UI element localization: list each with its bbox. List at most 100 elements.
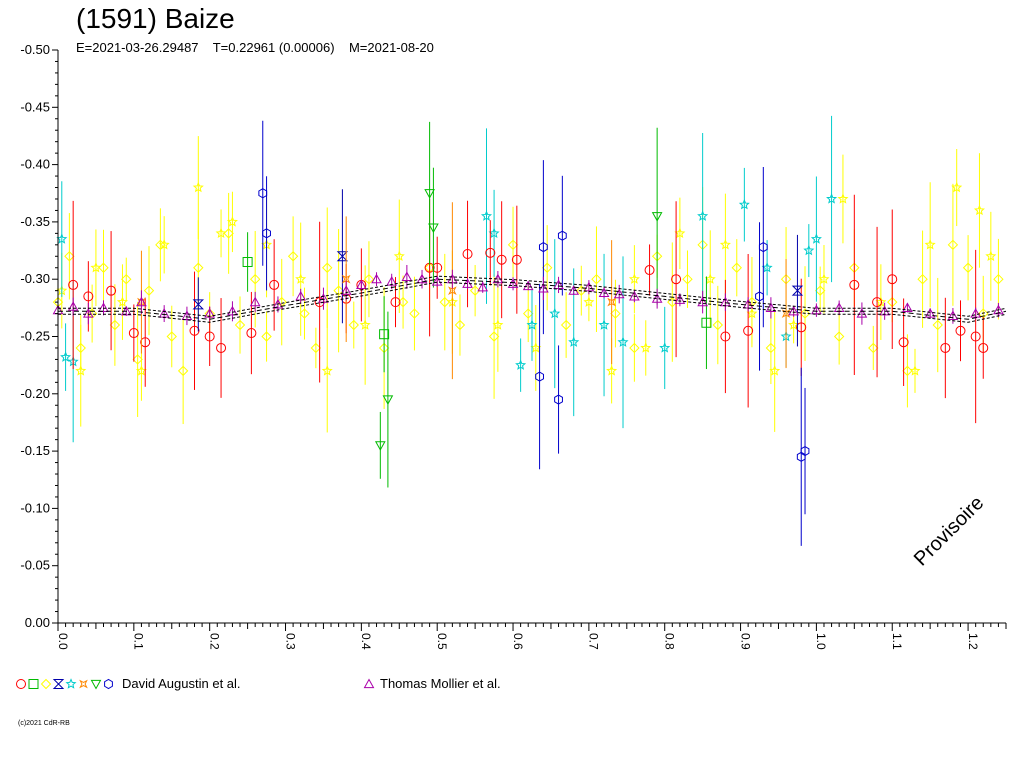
data-point-triangle-9 <box>371 273 382 284</box>
data-point-diamond-2 <box>409 308 420 319</box>
data-point-square-1 <box>242 257 253 268</box>
data-point-diamond-2 <box>962 262 974 273</box>
data-point-hexagon-8 <box>557 230 567 241</box>
data-point-circle-0 <box>485 247 496 258</box>
fit-line <box>58 278 1007 320</box>
data-point-circle-0 <box>496 254 507 265</box>
data-point-star-5 <box>135 365 147 376</box>
data-point-circle-0 <box>83 291 94 302</box>
data-point-star-5 <box>530 342 542 353</box>
x-tick-label: 0.2 <box>208 633 222 650</box>
data-point-diamond-2 <box>682 273 693 285</box>
data-point-triangle-9 <box>697 296 708 307</box>
data-point-diamond-2 <box>610 308 621 319</box>
data-point-star-4 <box>761 261 773 273</box>
data-point-circle-0 <box>462 248 473 259</box>
data-point-star-5 <box>75 365 87 376</box>
data-point-diamond-2 <box>712 319 724 331</box>
legend-symbols <box>16 677 113 690</box>
data-point-diamond-2 <box>299 308 310 319</box>
y-tick-label: -0.15 <box>20 443 50 458</box>
data-point-triangle-9 <box>431 275 443 286</box>
data-point-circle-0 <box>204 331 215 342</box>
data-point-star-5 <box>951 181 963 193</box>
data-point-circle-0 <box>940 342 951 353</box>
data-point-cross-6 <box>607 297 616 307</box>
data-point-diamond-2 <box>947 239 959 251</box>
data-point-circle-0 <box>720 331 731 342</box>
data-point-star-5 <box>583 296 595 307</box>
data-point-diamond-2 <box>121 273 132 285</box>
data-point-star-4 <box>526 319 538 330</box>
data-point-diamond-2 <box>333 285 344 296</box>
data-point-circle-0 <box>216 342 227 353</box>
chart-subtitle: E=2021-03-26.29487 T=0.22961 (0.00006) M… <box>76 40 434 55</box>
data-point-hexagon-8 <box>262 228 271 239</box>
data-point-diamond-2 <box>193 262 204 273</box>
data-point-hourglass-3 <box>336 251 349 262</box>
data-point-star-5 <box>788 319 800 330</box>
data-point-diamond-2 <box>363 273 375 285</box>
data-point-diamond-2 <box>261 331 272 342</box>
data-point-triangle-9 <box>674 294 686 304</box>
data-point-star-5 <box>359 319 371 330</box>
data-point-star-4 <box>810 233 822 244</box>
data-point-star-5 <box>973 204 985 216</box>
data-point-star-5 <box>116 296 128 307</box>
fit-line <box>58 281 1007 323</box>
data-point-star-5 <box>769 365 781 376</box>
x-tick-label: 0.1 <box>132 633 146 650</box>
data-point-square-1 <box>701 317 712 328</box>
legend-hourglass-icon <box>52 678 65 689</box>
data-point-diamond-2 <box>132 354 143 365</box>
x-tick-label: 0.7 <box>587 633 601 650</box>
data-point-hexagon-8 <box>535 371 544 382</box>
data-point-circle-0 <box>106 285 117 296</box>
data-point-triangle-9 <box>295 290 307 301</box>
x-tick-label: 1.1 <box>890 633 904 650</box>
data-point-diamond-2 <box>591 273 602 285</box>
data-point-star-4 <box>697 210 709 221</box>
y-tick-label: -0.50 <box>20 42 50 57</box>
data-point-diamond-2 <box>833 331 845 342</box>
data-point-triangle-9 <box>477 281 489 292</box>
x-tick-label: 0.9 <box>738 633 752 650</box>
data-point-triangle-9 <box>856 308 868 318</box>
axes: 0.00 -0.05 -0.10 -0.15 -0.20 -0.25 -0.30 -0.35 -… <box>20 42 1007 650</box>
data-point-star-5 <box>215 227 227 239</box>
data-point-triangle-9 <box>507 278 519 288</box>
data-point-star-5 <box>719 239 731 250</box>
data-point-triangle-9 <box>447 273 458 284</box>
data-point-triangle-9 <box>811 304 822 315</box>
data-point-hourglass-3 <box>791 285 804 296</box>
data-point-circle-0 <box>269 279 280 290</box>
data-point-star-5 <box>924 239 936 250</box>
x-tick-label: 1.2 <box>966 633 980 650</box>
legend-triangle-down-icon <box>90 679 102 690</box>
data-point-star-4 <box>56 233 68 244</box>
data-point-diamond-2 <box>249 273 261 285</box>
data-point-star-5 <box>746 307 758 319</box>
legend-diamond-icon <box>40 678 52 689</box>
x-tick-label: 0.4 <box>359 633 373 650</box>
data-point-star-5 <box>295 273 307 284</box>
data-point-star-4 <box>60 351 72 362</box>
data-point-triangle-9 <box>227 305 238 316</box>
data-point-diamond-2 <box>541 262 553 273</box>
data-point-circle-0 <box>796 322 807 333</box>
data-point-diamond-2 <box>993 273 1004 285</box>
data-point-star-4 <box>738 198 750 210</box>
x-tick-label: 0.6 <box>511 633 525 650</box>
data-point-star-4 <box>488 227 500 239</box>
data-point-diamond-2 <box>523 308 534 319</box>
data-point-triangle-9 <box>67 301 79 311</box>
y-tick-label: -0.20 <box>20 386 50 401</box>
data-point-diamond-2 <box>143 285 155 296</box>
data-point-circle-0 <box>887 274 898 285</box>
data-point-cross-6 <box>448 286 457 295</box>
data-point-diamond-2 <box>507 239 519 251</box>
data-point-triangle-9 <box>249 296 261 307</box>
legend-thomas-mollier: Thomas Mollier et al. <box>362 675 501 692</box>
data-point-circle-0 <box>246 328 257 339</box>
data-point-circle-0 <box>390 297 401 308</box>
